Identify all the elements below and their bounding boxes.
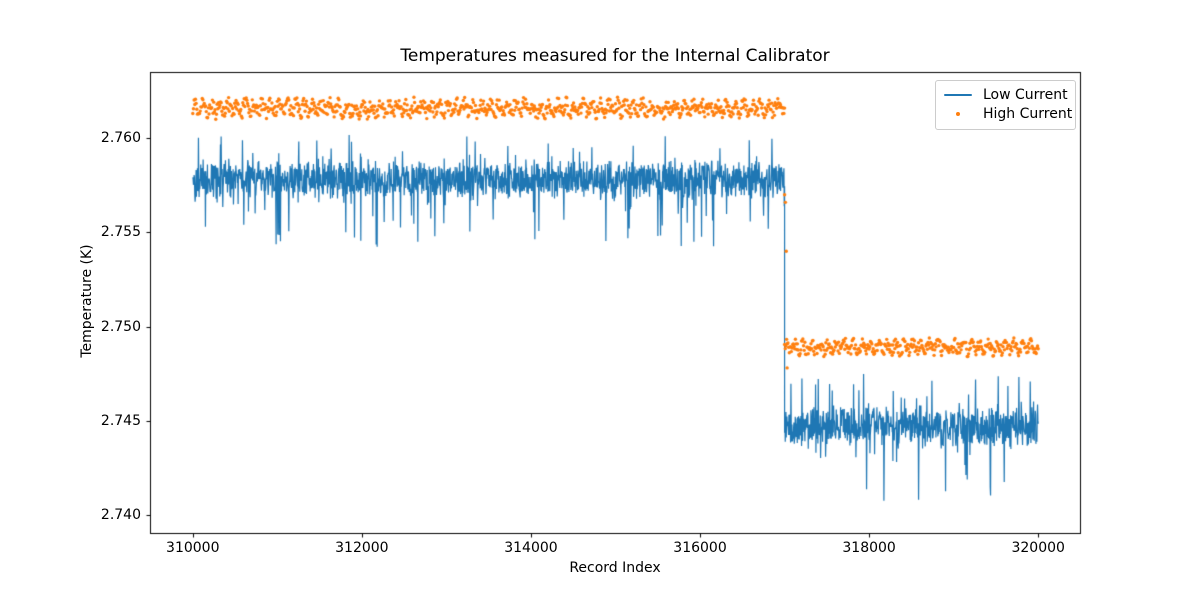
x-tick-label: 316000 xyxy=(673,540,727,556)
y-tick-label: 2.760 xyxy=(100,130,141,147)
x-tick-label: 312000 xyxy=(335,540,389,556)
y-tick-label: 2.755 xyxy=(100,224,141,241)
legend-swatch xyxy=(944,93,972,97)
x-tick-label: 318000 xyxy=(842,540,896,556)
chart-title: Temperatures measured for the Internal C… xyxy=(400,46,830,66)
legend-dot-sample xyxy=(956,112,960,116)
legend-swatch xyxy=(944,112,972,116)
y-tick-label: 2.750 xyxy=(100,318,141,335)
legend-entry-high-current: High Current xyxy=(944,105,1072,123)
legend-entry-low-current: Low Current xyxy=(944,86,1068,104)
legend-label-high-current: High Current xyxy=(983,106,1073,122)
x-axis-label: Record Index xyxy=(569,560,661,576)
x-tick-label: 310000 xyxy=(166,540,220,556)
legend-line-sample xyxy=(944,93,972,97)
legend-label-low-current: Low Current xyxy=(983,87,1068,103)
x-tick-label: 314000 xyxy=(504,540,558,556)
y-tick-label: 2.745 xyxy=(100,412,141,429)
y-tick-label: 2.740 xyxy=(100,506,141,523)
x-tick-label: 320000 xyxy=(1011,540,1065,556)
legend: Low Current High Current xyxy=(935,80,1076,130)
